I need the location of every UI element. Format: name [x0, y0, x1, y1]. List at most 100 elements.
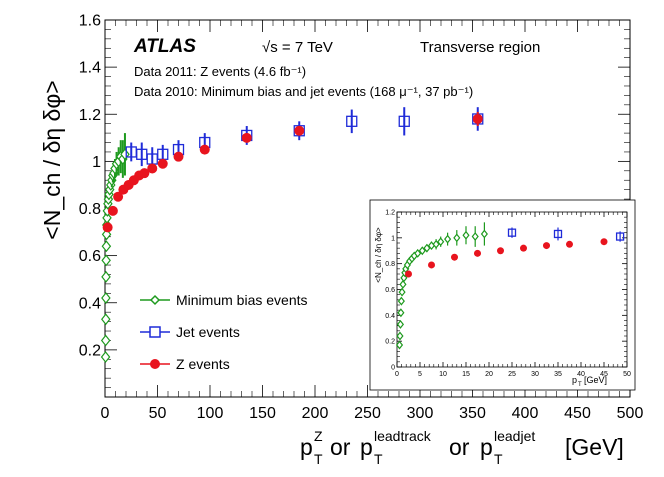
inset-minbias-point — [397, 296, 405, 306]
inset-minbias-point — [418, 246, 426, 256]
main-y-tick-label: 0.4 — [79, 295, 101, 312]
inset-y-axis-label-text: <N_ch / δη δφ> — [374, 227, 383, 283]
main-minbias-point — [101, 313, 111, 326]
main-y-tick-label: 0.2 — [79, 342, 101, 359]
main-x-axis-label-T1: T — [314, 451, 323, 467]
inset-y-tick-label: 1 — [391, 235, 395, 242]
main-z-point — [157, 158, 168, 169]
inset-minbias-point — [423, 243, 431, 253]
main-y-axis-label-text: <N_ch / δη δφ> — [39, 80, 65, 239]
main-y-tick-labels: 0.2 0.4 0.6 0.8 1 1.2 1.4 1.6 — [79, 13, 101, 360]
inset-minbias-point — [462, 230, 470, 240]
main-jet-point — [136, 148, 148, 160]
main-x-axis-label-Z: Z — [314, 428, 323, 444]
data-2011-label: Data 2011: Z events (4.6 fb⁻¹) — [134, 64, 306, 79]
inset-y-tick-label: 0.4 — [385, 313, 395, 320]
inset-x-ticks — [396, 212, 628, 367]
main-minbias-point — [100, 350, 111, 363]
main-y-tick-label: 1.2 — [79, 107, 101, 124]
main-x-axis-label-p1: p — [300, 434, 313, 460]
main-y-tick-label: 1 — [92, 154, 101, 171]
main-series-filled-circle — [102, 111, 483, 233]
main-x-tick-label: 300 — [407, 405, 434, 422]
main-x-tick-label: 200 — [302, 405, 329, 422]
main-z-point — [241, 132, 252, 143]
legend-z-label: Z events — [176, 356, 230, 372]
main-y-tick-label: 1.6 — [79, 13, 101, 30]
inset-minbias-point — [397, 308, 405, 318]
main-z-point — [102, 222, 113, 233]
legend-minbias-label: Minimum bias events — [176, 292, 308, 308]
main-y-tick-label: 0.8 — [79, 201, 101, 218]
legend-minbias-marker — [149, 294, 161, 306]
inset-minbias-point — [453, 233, 461, 243]
inset-minbias-point — [471, 232, 479, 242]
main-x-axis-label-or1: or — [330, 434, 351, 460]
main-z-point — [472, 113, 483, 124]
main-jet-point — [146, 153, 158, 165]
main-minbias-point — [101, 240, 112, 253]
main-x-axis-label-p3: p — [480, 434, 493, 460]
main-x-tick-labels: 0 50 100 150 200 250 300 350 400 450 500 — [101, 405, 644, 422]
inset-x-tick-label: 5 — [418, 371, 422, 378]
inset-z-point — [543, 242, 550, 250]
inset-x-tick-labels: 0 5 10 15 20 25 30 35 40 45 50 — [395, 371, 631, 378]
main-z-point — [294, 125, 305, 136]
inset-series-open-diamond — [395, 222, 488, 350]
main-x-axis-label-unit: [GeV] — [565, 434, 624, 460]
inset-z-point — [474, 249, 481, 257]
inset-x-tick-label: 25 — [508, 371, 516, 378]
inset-y-tick-label: 0.8 — [385, 261, 395, 268]
main-x-tick-label: 450 — [564, 405, 591, 422]
main-series — [100, 107, 484, 363]
main-z-point — [173, 151, 184, 162]
inset-x-tick-label: 30 — [531, 371, 539, 378]
region-label: Transverse region — [420, 39, 540, 56]
main-x-tick-label: 150 — [249, 405, 276, 422]
main-jet-point — [125, 146, 137, 158]
inset-jet-point — [507, 228, 517, 237]
main-x-tick-label: 100 — [197, 405, 224, 422]
inset-x-tick-label: 0 — [395, 371, 399, 378]
main-x-axis-label-leadjet: leadjet — [494, 428, 535, 444]
main-x-axis-label-T2: T — [374, 451, 383, 467]
inset-jet-point — [615, 232, 625, 241]
main-x-axis-label-p2: p — [360, 434, 373, 460]
inset-y-tick-label: 0 — [391, 364, 395, 371]
inset-jet-point — [553, 229, 563, 239]
inset-background — [369, 199, 636, 391]
inset-minbias-point — [398, 287, 406, 297]
main-y-axis-label: <N_ch / δη δφ> — [39, 80, 65, 239]
main-x-axis-label-T3: T — [494, 451, 503, 467]
inset-x-tick-label: 50 — [623, 371, 631, 378]
legend-entry-z: Z events — [140, 356, 230, 372]
legend: Minimum bias events Jet events Z events — [140, 292, 308, 372]
inset-x-tick-label: 15 — [462, 371, 470, 378]
inset-minbias-point — [395, 340, 404, 350]
inset-minbias-point — [396, 319, 405, 329]
inset-minbias-point — [432, 239, 440, 249]
main-x-tick-label: 0 — [101, 405, 110, 422]
legend-entry-minbias: Minimum bias events — [140, 292, 308, 308]
inset-minbias-point — [480, 229, 488, 239]
inset-y-tick-label: 0.6 — [385, 287, 395, 294]
main-z-point — [113, 191, 124, 202]
main-jet-point — [346, 115, 358, 127]
main-z-point — [199, 144, 210, 155]
inset-series-filled-circle — [405, 238, 608, 278]
inset-z-point — [520, 244, 527, 252]
inset-x-axis-label-unit: [GeV] — [584, 375, 607, 385]
inset-series-open-square — [507, 227, 625, 242]
main-x-axis-label: p T Z or p T leadtrack or p T leadjet [G… — [300, 428, 624, 467]
main-minbias-point — [101, 292, 111, 304]
inset-z-point — [566, 240, 573, 248]
main-z-point — [107, 205, 118, 216]
main-x-axis-label-or2: or — [449, 434, 470, 460]
inset-minbias-point — [414, 248, 422, 258]
main-x-ticks — [104, 20, 631, 397]
main-z-point — [139, 168, 150, 179]
inset-minbias-point — [399, 279, 407, 289]
inset-minbias-point — [396, 331, 404, 341]
legend-entry-jet: Jet events — [140, 324, 240, 340]
